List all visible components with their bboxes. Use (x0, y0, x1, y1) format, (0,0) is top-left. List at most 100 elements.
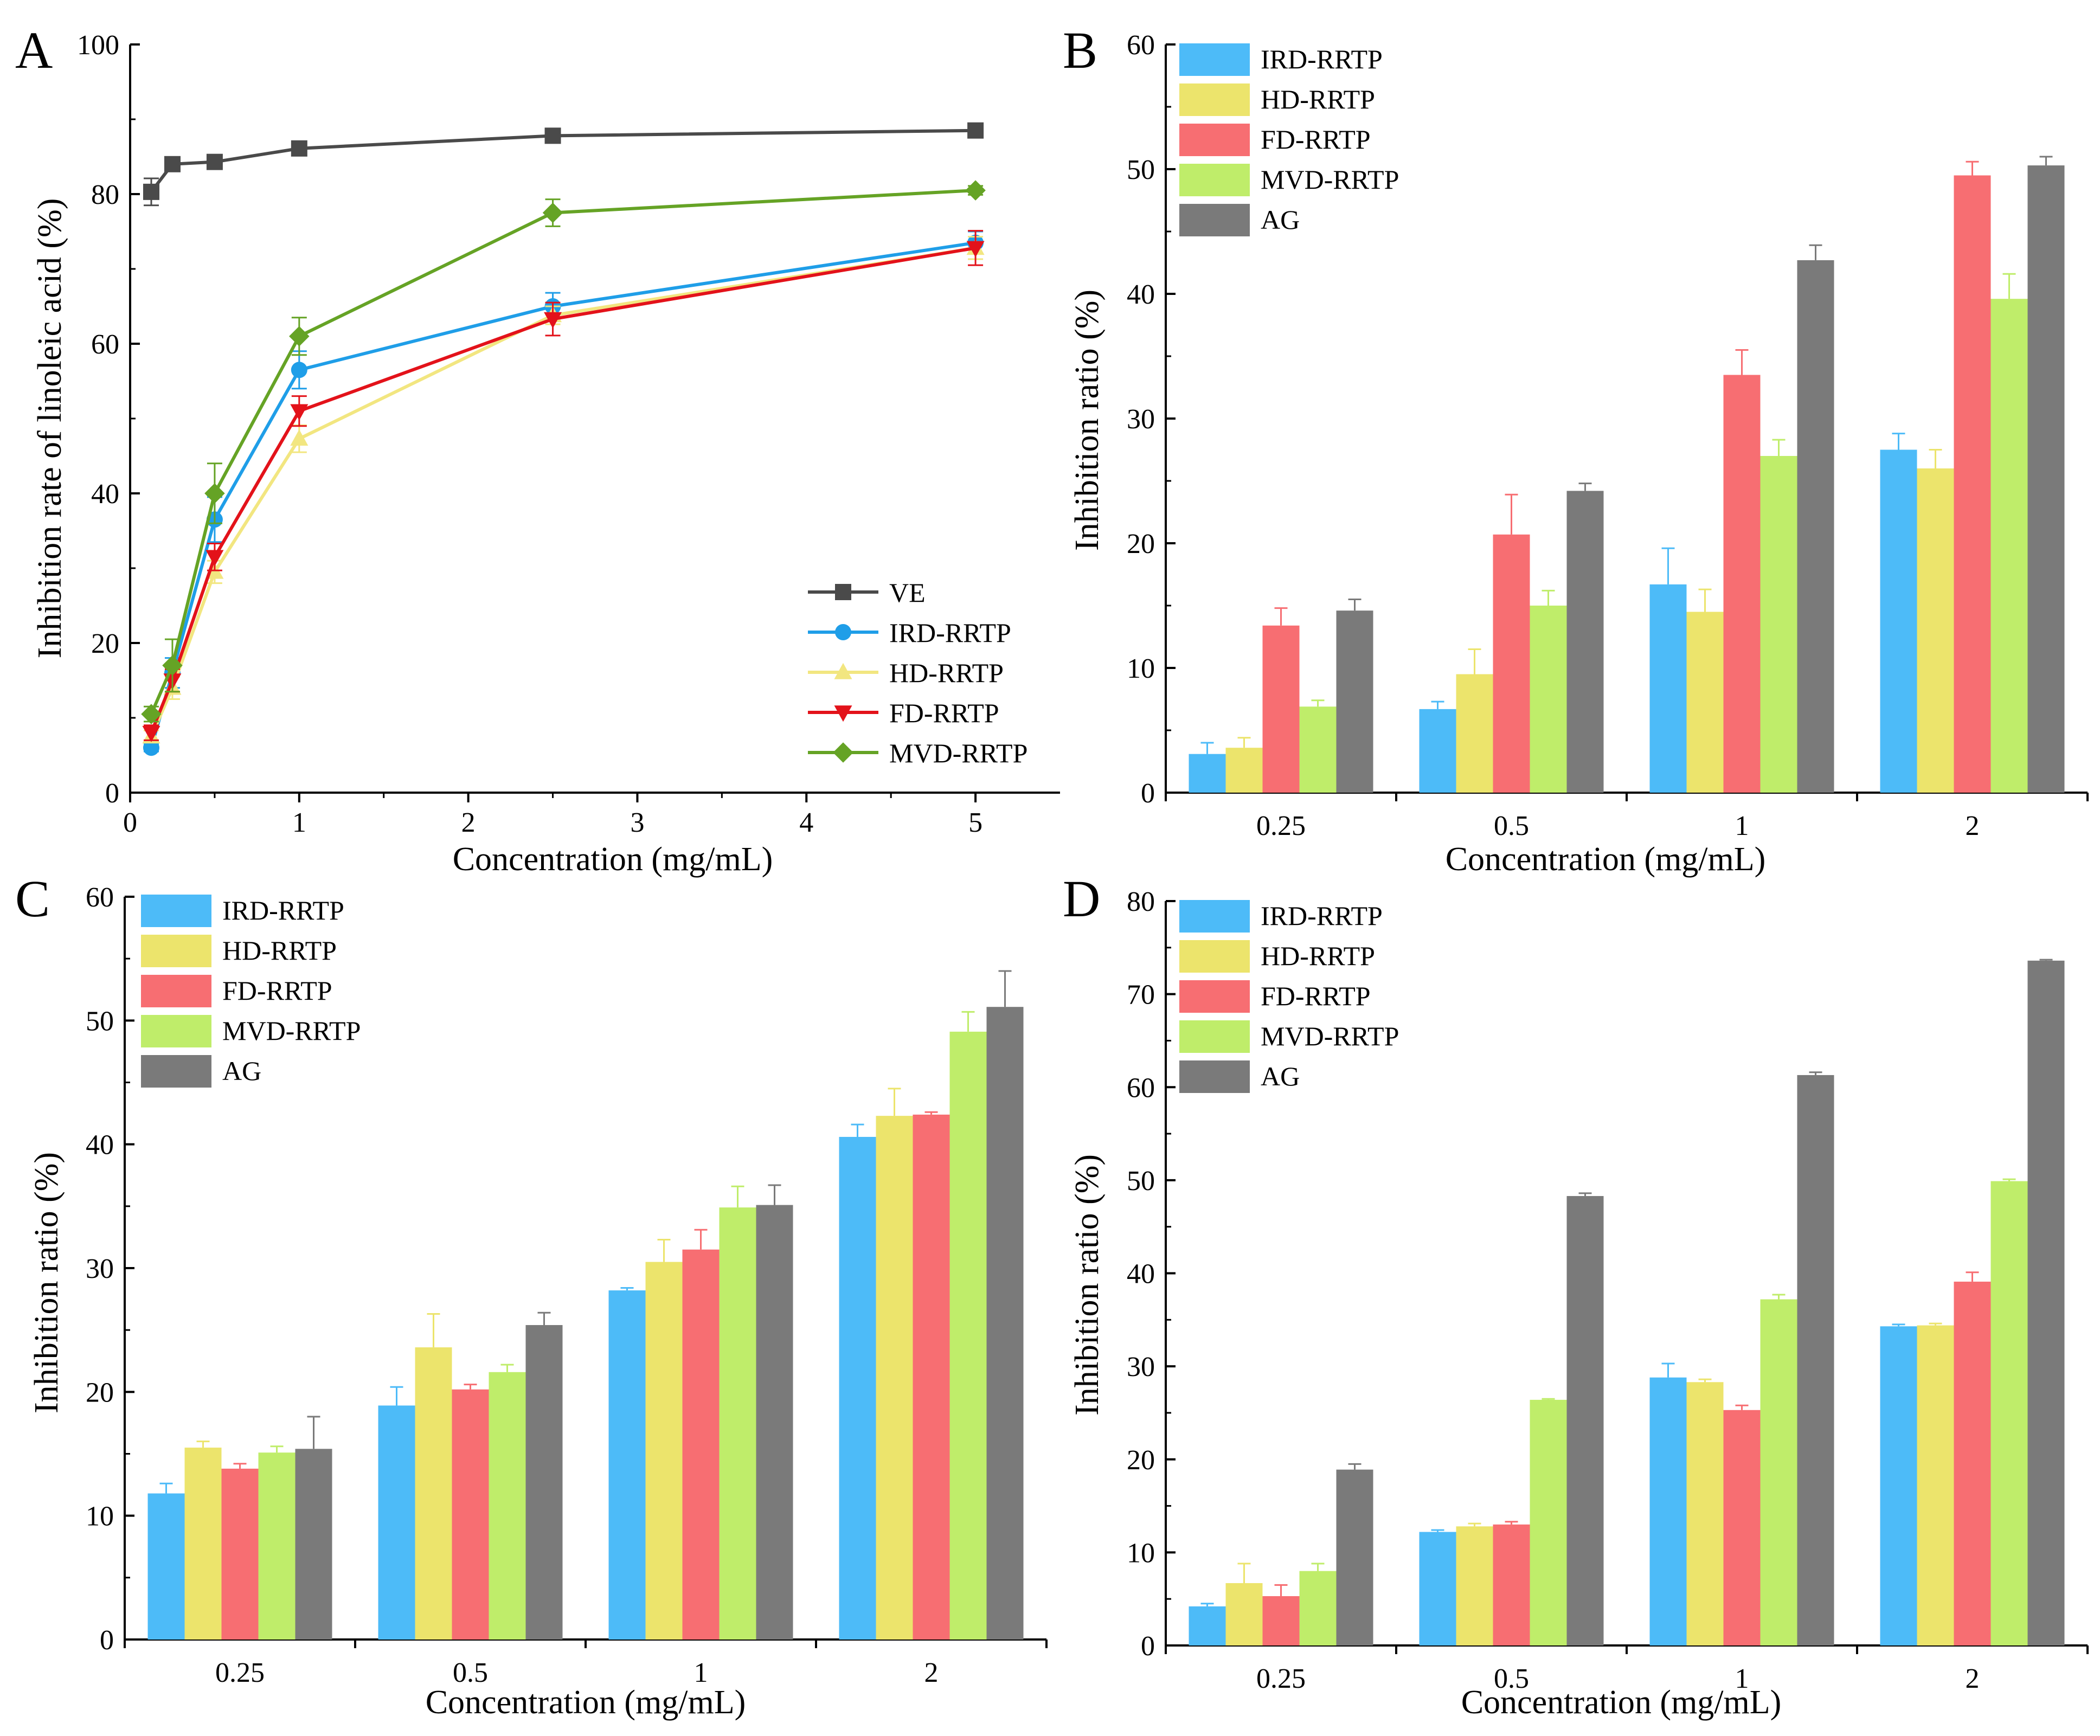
panel-b-bar-mvd-rrtp (1530, 606, 1567, 793)
panel-d-bar-mvd-rrtp (1299, 1571, 1337, 1645)
panel-b-x-tick-label: 0.25 (1256, 811, 1306, 841)
panel-d-bar-ird-rrtp (1649, 1377, 1687, 1645)
panel-a-x-tick-label: 5 (968, 807, 982, 838)
panel-d-x-tick-label: 0.25 (1256, 1663, 1306, 1694)
panel-b-bar-hd-rrtp (1917, 468, 1954, 793)
panel-d-bar-mvd-rrtp (1760, 1299, 1797, 1645)
panel-b-y-axis-label: Inhibition ratio (%) (1069, 290, 1106, 551)
panel-c-bar-ird-rrtp (839, 1136, 876, 1639)
panel-a-legend-marker (834, 705, 852, 722)
panel-c-bar-fd-rrtp (452, 1389, 489, 1639)
panel-a-legend-marker (833, 742, 853, 763)
panel-a-data-point (290, 404, 309, 421)
panel-c-legend-swatch (141, 1055, 211, 1088)
panel-d-bar-hd-rrtp (1686, 1382, 1724, 1645)
panel-a-x-tick-label: 0 (123, 807, 137, 838)
panel-d-bar-fd-rrtp (1723, 1410, 1761, 1645)
panel-a-x-tick-label: 2 (461, 807, 476, 838)
panel-d-bar-hd-rrtp (1917, 1325, 1954, 1645)
panel-b-y-tick-label: 40 (1127, 279, 1155, 310)
panel-a-data-point (143, 183, 159, 200)
panel-b-y-tick-label: 0 (1141, 778, 1155, 809)
panel-d-bar-ag (1797, 1075, 1834, 1645)
panel-c-legend-swatch (141, 1015, 211, 1047)
panel-c-bar-ird-rrtp (147, 1493, 185, 1639)
panel-a-legend-marker (834, 663, 852, 679)
panel-a-legend-label: HD-RRTP (889, 658, 1004, 688)
panel-b-bar-ag (1566, 491, 1604, 793)
panel-d-y-axis-label: Inhibition ratio (%) (1069, 1154, 1106, 1416)
panel-a-data-point (142, 725, 160, 742)
panel-label-a: A (15, 21, 53, 79)
panel-a-x-tick-label: 1 (292, 807, 306, 838)
panel-d-bar-ag (1566, 1196, 1604, 1645)
panel-b-y-tick-label: 10 (1127, 653, 1155, 684)
panel-c-x-tick-label: 0.25 (215, 1657, 265, 1688)
panel-d-legend-label: MVD-RRTP (1261, 1021, 1399, 1051)
panel-b-bar-mvd-rrtp (1760, 456, 1797, 793)
panel-d-legend-swatch (1179, 940, 1250, 973)
panel-c-y-tick-label: 0 (100, 1625, 114, 1656)
panel-a-series-line-ve (150, 128, 976, 193)
panel-b-bar-ag (2027, 165, 2065, 793)
panel-b-legend-label: FD-RRTP (1261, 124, 1371, 155)
panel-c-bar-chart: C 0 10 20 30 40 50 60 0.25 0.5 1 2 IRD-RRTP HD-RRTP… (15, 870, 1048, 1721)
panel-a-legend-marker (835, 624, 851, 640)
panel-a-series-line-fd-rrtp (150, 246, 976, 734)
panel-c-bar-mvd-rrtp (719, 1207, 756, 1639)
panel-a-data-point (967, 122, 984, 139)
panel-d-bar-chart: D 0 10 20 30 40 50 60 70 80 0.25 0.5 1 2 IRD-RRTP HD-… (1063, 870, 2089, 1721)
panel-d-x-axis-label: Concentration (mg/mL) (1461, 1684, 1782, 1721)
panel-c-x-tick-label: 1 (694, 1657, 708, 1688)
panel-d-bar-ird-rrtp (1419, 1532, 1456, 1645)
panel-a-y-tick-label: 20 (91, 628, 119, 659)
panel-a-data-point (143, 740, 159, 756)
panel-b-x-axis-label: Concentration (mg/mL) (1446, 841, 1766, 878)
panel-b-bar-chart: B 0 10 20 30 40 50 60 0.25 0.5 1 2 IRD-RRTP HD-RRTP… (1063, 21, 2089, 878)
panel-c-bar-hd-rrtp (184, 1448, 222, 1639)
panel-b-bar-hd-rrtp (1686, 612, 1724, 793)
panel-d-y-tick-label: 20 (1127, 1445, 1155, 1476)
panel-c-bar-fd-rrtp (221, 1468, 259, 1639)
panel-a-x-axis-label: Concentration (mg/mL) (453, 841, 773, 878)
panel-b-bar-hd-rrtp (1456, 674, 1493, 793)
panel-d-bar-fd-rrtp (1493, 1524, 1530, 1645)
panel-b-x-tick-label: 0.5 (1494, 811, 1529, 841)
panel-a-data-point (965, 180, 986, 201)
panel-c-x-tick-label: 2 (924, 1657, 939, 1688)
panel-b-legend-swatch (1179, 164, 1250, 196)
panel-a-series-line-mvd-rrtp (150, 189, 976, 715)
panel-a-legend-label: MVD-RRTP (889, 738, 1027, 768)
panel-d-y-tick-label: 80 (1127, 886, 1155, 917)
panel-b-legend-swatch (1179, 204, 1250, 236)
panel-c-x-tick-label: 0.5 (453, 1657, 488, 1688)
panel-d-x-tick-label: 0.5 (1494, 1663, 1529, 1694)
panel-c-legend-label: IRD-RRTP (222, 895, 344, 925)
panel-d-legend-swatch (1179, 1060, 1250, 1093)
panel-a-y-tick-label: 0 (105, 778, 119, 809)
panel-b-y-tick-label: 60 (1127, 30, 1155, 61)
panel-b-bar-fd-rrtp (1262, 625, 1300, 793)
panel-c-bar-ag (756, 1205, 793, 1639)
panel-b-bar-ird-rrtp (1189, 754, 1226, 793)
panel-c-legend-label: AG (222, 1056, 261, 1086)
panel-a-data-point (289, 326, 310, 346)
panel-label-c: C (15, 870, 50, 928)
panel-d-bar-ird-rrtp (1189, 1606, 1226, 1645)
panel-d-legend-swatch (1179, 980, 1250, 1013)
panel-a-series-line-hd-rrtp (150, 246, 976, 737)
panel-b-legend-swatch (1179, 83, 1250, 116)
panel-b-bar-ird-rrtp (1419, 709, 1456, 793)
panel-c-y-tick-label: 20 (86, 1377, 114, 1408)
panel-a-data-point (205, 550, 224, 567)
panel-c-bar-mvd-rrtp (258, 1452, 296, 1639)
panel-d-y-tick-label: 40 (1127, 1259, 1155, 1290)
panel-c-bar-mvd-rrtp (949, 1031, 987, 1639)
panel-d-legend-label: FD-RRTP (1261, 981, 1371, 1011)
panel-a-legend-label: VE (889, 577, 926, 608)
panel-b-bar-fd-rrtp (1493, 534, 1530, 793)
panel-a-data-point (162, 655, 183, 676)
panel-a-line-chart: A 0 20 40 60 80 100 0 1 2 3 4 5 VE IRD-RRTP HD-RRTP FD… (15, 21, 1060, 878)
panel-c-bar-hd-rrtp (876, 1116, 913, 1639)
